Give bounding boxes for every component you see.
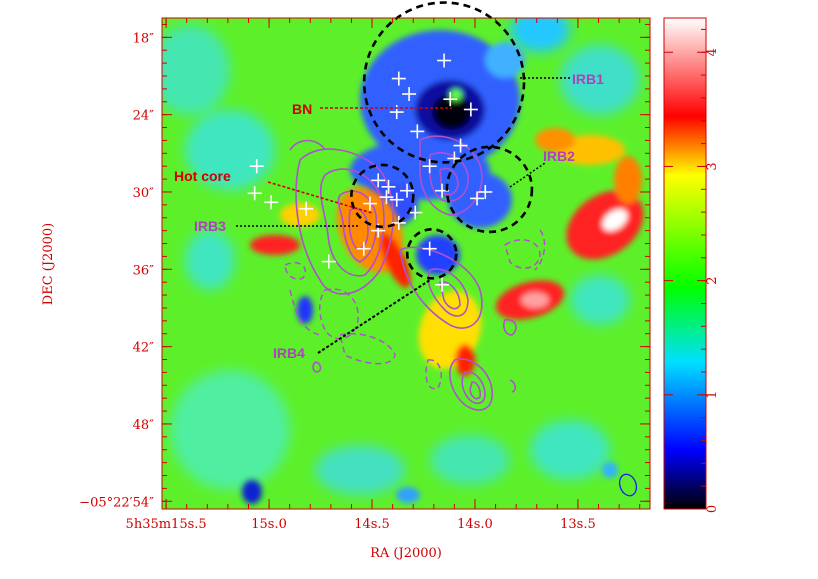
y-tick-label: 48″: [133, 418, 155, 433]
circle-irb1: [362, 1, 526, 164]
annotation-layer: IRB1 BN Hot core IRB3 IRB2 IRB4: [174, 71, 604, 361]
y-tick-label: 24″: [133, 109, 155, 124]
circle-irb2: [445, 145, 534, 234]
circle-irb4: [405, 228, 458, 280]
plus-marker: [470, 191, 485, 206]
plus-marker: [443, 92, 458, 107]
plus-marker: [379, 190, 394, 205]
plus-marker: [356, 241, 371, 256]
plus-marker: [422, 241, 437, 256]
x-tick-label: 14s.0: [457, 517, 493, 532]
region-circles: [350, 1, 534, 280]
plus-marker: [400, 183, 415, 198]
y-tick-label: 36″: [133, 263, 155, 278]
colorbar-tick-label: 3: [705, 162, 720, 170]
colorbar-gradient: [663, 17, 707, 510]
plus-marker: [402, 87, 417, 102]
plus-marker: [249, 159, 264, 174]
plus-marker: [321, 254, 336, 269]
circle-irb3: [350, 163, 415, 229]
map-frame: [161, 17, 651, 510]
plus-marker: [299, 201, 314, 216]
colorbar-tick-label: 2: [705, 276, 720, 284]
plus-marker: [437, 53, 452, 68]
x-tick-label: 13s.5: [560, 517, 596, 532]
x-tick-label: 14s.5: [354, 517, 390, 532]
plus-marker: [381, 179, 396, 194]
label-bn: BN: [292, 101, 312, 117]
plus-marker: [264, 195, 279, 210]
label-irb3: IRB3: [194, 218, 226, 234]
plus-marker: [408, 205, 423, 220]
x-axis-title: RA (J2000): [370, 546, 442, 561]
label-irb1: IRB1: [572, 71, 604, 87]
y-tick-label: 18″: [133, 31, 155, 46]
plus-marker: [371, 173, 386, 188]
colorbar: 0 1 2 3 4: [663, 17, 720, 513]
plus-marker: [410, 124, 425, 139]
x-tick-label: 5h35m15s.5: [126, 517, 207, 532]
plus-marker: [422, 159, 437, 174]
y-tick-label: 42″: [133, 341, 155, 356]
plus-marker: [247, 186, 262, 201]
plus-marker: [391, 215, 406, 230]
colorbar-tick-label: 0: [705, 505, 720, 513]
colorbar-ticks: 0 1 2 3 4: [664, 28, 720, 513]
colorbar-tick-label: 1: [705, 391, 720, 399]
x-tick-label: 15s.0: [251, 517, 287, 532]
colorbar-tick-label: 4: [705, 48, 720, 56]
beam-ellipse: [618, 473, 638, 497]
contour-layer: [289, 135, 517, 411]
plus-marker: [391, 71, 406, 86]
plus-marker: [453, 138, 468, 153]
plus-marker: [389, 192, 404, 207]
y-tick-label: 30″: [133, 186, 155, 201]
y-axis-title: DEC (J2000): [41, 223, 56, 305]
contour-negative-layer: [284, 229, 546, 390]
plus-marker: [362, 196, 377, 211]
plus-marker: [463, 102, 478, 117]
label-hot-core: Hot core: [174, 168, 231, 184]
label-irb2: IRB2: [543, 148, 575, 164]
axes: 5h35m15s.5 15s.0 14s.5 14s.0 13s.5 18″ 24″ 30″ 3…: [79, 18, 650, 532]
plus-marker: [435, 277, 450, 292]
y-tick-label: −05°22′54″: [79, 495, 154, 510]
plus-marker: [478, 184, 493, 199]
label-irb4: IRB4: [273, 345, 305, 361]
